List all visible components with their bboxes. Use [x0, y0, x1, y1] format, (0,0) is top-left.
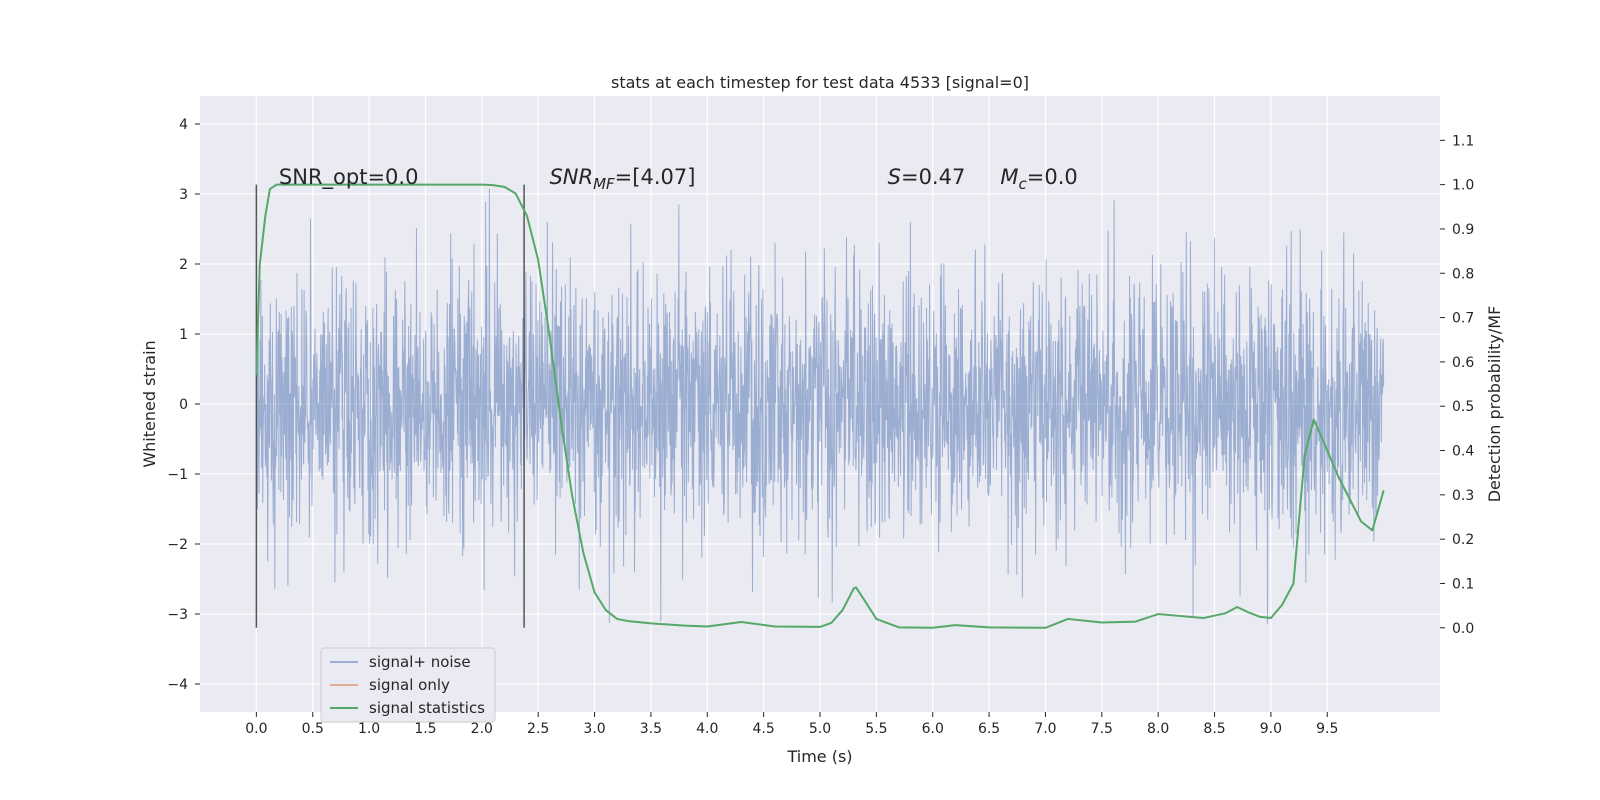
annotation-2: S=0.47 — [888, 165, 966, 189]
x-tick-label-0: 0.0 — [245, 721, 267, 737]
y-tick-label-3: −1 — [167, 467, 188, 483]
x-tick-label-11: 5.5 — [865, 721, 887, 737]
y-right-tick-label-2: 0.2 — [1452, 532, 1474, 548]
y-right-tick-label-7: 0.7 — [1452, 311, 1474, 327]
x-tick-label-6: 3.0 — [583, 721, 605, 737]
y-tick-label-6: 2 — [179, 257, 188, 273]
x-ticks: 0.0 0.5 1.0 1.5 2.0 2.5 3.0 3.5 4.0 4.5 5.0 5.5 6.0 6… — [245, 712, 1338, 737]
noise-series — [255, 188, 1385, 624]
annotation-3: Mc=0.0 — [1000, 165, 1077, 193]
legend-label-noise: signal+ noise — [369, 653, 471, 671]
y-tick-label-4: 0 — [179, 397, 188, 413]
x-tick-label-4: 2.0 — [471, 721, 493, 737]
x-tick-label-16: 8.0 — [1147, 721, 1169, 737]
x-tick-label-13: 6.5 — [978, 721, 1000, 737]
y-right-tick-label-3: 0.3 — [1452, 488, 1474, 504]
x-tick-label-5: 2.5 — [527, 721, 549, 737]
y-right-axis-label: Detection probability/MF — [1485, 306, 1504, 503]
x-tick-label-14: 7.0 — [1034, 721, 1056, 737]
y-right-tick-label-0: 0.0 — [1452, 621, 1474, 637]
y-right-tick-label-6: 0.6 — [1452, 355, 1474, 371]
signal-statistics-line — [255, 183, 1385, 629]
x-axis-label: Time (s) — [786, 747, 852, 766]
y-tick-label-0: −4 — [167, 677, 188, 693]
y-tick-label-5: 1 — [179, 327, 188, 343]
x-tick-label-19: 9.5 — [1316, 721, 1338, 737]
chart-title: stats at each timestep for test data 453… — [611, 73, 1029, 92]
annotations: SNR_opt=0.0 SNRMF=[4.07] S=0.47 Mc=0.0 — [279, 165, 1078, 193]
y-right-tick-label-4: 0.4 — [1452, 444, 1474, 460]
legend-label-signal: signal only — [369, 676, 450, 694]
x-tick-label-17: 8.5 — [1203, 721, 1225, 737]
y-right-tick-label-10: 1.0 — [1452, 178, 1474, 194]
x-tick-label-9: 4.5 — [753, 721, 775, 737]
x-tick-label-2: 1.0 — [358, 721, 380, 737]
y-axis-label: Whitened strain — [140, 340, 159, 467]
noise-trace — [255, 188, 1385, 624]
signal-statistics-series — [255, 183, 1385, 629]
y-right-tick-label-9: 0.9 — [1452, 222, 1474, 238]
y-right-tick-label-11: 1.1 — [1452, 133, 1474, 149]
y-right-tick-label-5: 0.5 — [1452, 399, 1474, 415]
x-tick-label-15: 7.5 — [1091, 721, 1113, 737]
annotation-1: SNRMF=[4.07] — [549, 165, 695, 193]
vertical-markers — [255, 184, 525, 628]
y-right-tick-label-8: 0.8 — [1452, 266, 1474, 282]
x-tick-label-1: 0.5 — [302, 721, 324, 737]
y-right-tick-label-1: 0.1 — [1452, 576, 1474, 592]
y-tick-label-7: 3 — [179, 187, 188, 203]
y-tick-label-1: −3 — [167, 607, 188, 623]
x-tick-label-18: 9.0 — [1260, 721, 1282, 737]
x-tick-label-10: 5.0 — [809, 721, 831, 737]
x-tick-label-7: 3.5 — [640, 721, 662, 737]
x-tick-label-12: 6.0 — [922, 721, 944, 737]
y-ticks: −4 −3 −2 −1 0 1 2 3 4 — [167, 117, 200, 693]
legend-label-stats: signal statistics — [369, 699, 485, 717]
legend-box — [320, 647, 496, 723]
y-right-ticks: 0.0 0.1 0.2 0.3 0.4 0.5 0.6 0.7 0.8 0.9 1.0 1.1 — [1440, 133, 1474, 637]
y-tick-label-8: 4 — [179, 117, 188, 133]
annotation-0: SNR_opt=0.0 — [279, 165, 419, 190]
x-tick-label-3: 1.5 — [414, 721, 436, 737]
legend: signal+ noise signal only signal statist… — [320, 647, 496, 723]
x-tick-label-8: 4.0 — [696, 721, 718, 737]
y-tick-label-2: −2 — [167, 537, 188, 553]
